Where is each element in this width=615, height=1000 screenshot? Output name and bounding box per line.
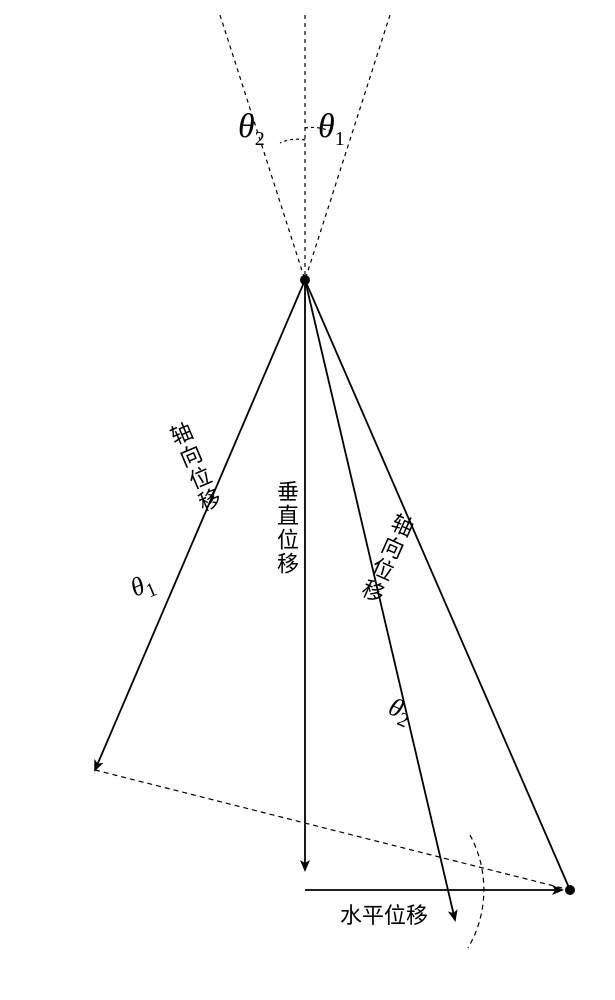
theta2-top-label: θ2 <box>238 108 265 151</box>
target-dot <box>565 885 575 895</box>
diagram-svg <box>0 0 615 1000</box>
bottom-long-dashed <box>95 770 570 890</box>
right-solid-line <box>305 280 570 890</box>
vertical-center-label: 垂直位移 <box>270 480 302 576</box>
theta1-top-label: θ1 <box>318 108 345 151</box>
horizontal-label: 水平位移 <box>340 898 428 930</box>
theta2-arc <box>280 139 305 143</box>
bottom-arc <box>468 835 484 948</box>
